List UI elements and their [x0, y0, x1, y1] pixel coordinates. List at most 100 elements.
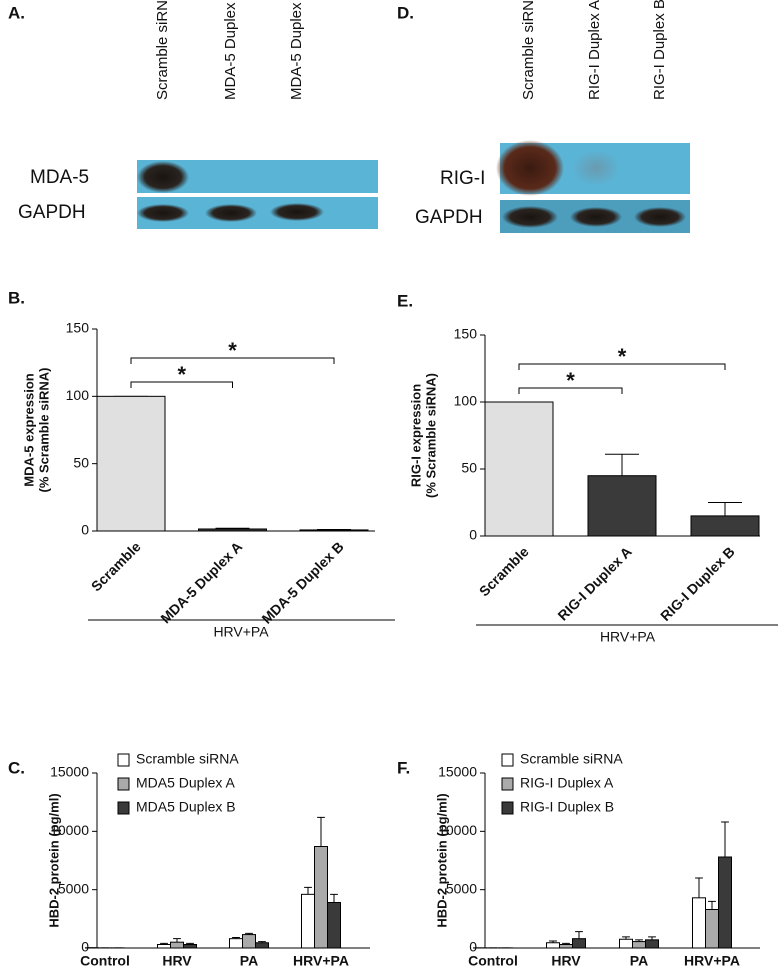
- legend-label: RIG-I Duplex A: [520, 775, 614, 791]
- error-bar: [721, 821, 729, 857]
- bar: [632, 941, 646, 949]
- bar: [559, 944, 573, 949]
- error-bar: [317, 816, 325, 847]
- y-tick-label: 5000: [58, 880, 89, 896]
- legend-label: MDA5 Duplex B: [136, 799, 236, 815]
- y-tick-label: 0: [469, 527, 477, 543]
- panel-label: E.: [397, 291, 413, 310]
- x-tick-label: Scramble: [476, 543, 532, 599]
- y-axis-label: (% Scramble siRNA): [423, 373, 438, 498]
- significance-label: *: [618, 344, 627, 369]
- error-bar: [173, 938, 181, 943]
- blot-band: [270, 203, 324, 221]
- bar: [96, 395, 166, 532]
- y-tick-label: 0: [81, 939, 89, 955]
- legend-label: Scramble siRNA: [136, 751, 239, 767]
- blot-band: [634, 207, 686, 227]
- blot-band: [137, 204, 189, 222]
- lane-label: MDA-5 Duplex B: [288, 0, 305, 100]
- bar: [301, 893, 315, 949]
- x-tick-label: Control: [80, 953, 130, 969]
- group-label: HRV+PA: [213, 624, 269, 640]
- bar: [645, 939, 659, 949]
- significance-label: *: [566, 368, 575, 393]
- panel-label: F.: [397, 758, 410, 777]
- y-axis-label: RIG-I expression: [408, 384, 423, 487]
- y-tick-label: 10000: [50, 822, 89, 838]
- bar: [242, 934, 256, 949]
- bar: [229, 938, 243, 949]
- error-bar: [605, 453, 639, 476]
- bar: [327, 902, 341, 949]
- bar: [690, 515, 760, 537]
- y-tick-label: 100: [454, 393, 478, 409]
- error-bar: [304, 886, 312, 895]
- bar: [572, 938, 586, 949]
- x-tick-label: PA: [630, 953, 648, 969]
- y-tick-label: 150: [66, 320, 90, 336]
- x-tick-label: HRV+PA: [293, 953, 349, 969]
- error-bar: [575, 931, 583, 939]
- legend-swatch: [117, 753, 130, 767]
- y-tick-label: 0: [81, 522, 89, 538]
- legend-label: MDA5 Duplex A: [136, 775, 235, 791]
- legend-swatch: [501, 753, 514, 767]
- y-axis-label: HBD-2 protein (pg/ml): [434, 793, 449, 927]
- blot-band: [205, 204, 257, 222]
- significance-bracket: [130, 357, 335, 364]
- blot-band: [496, 140, 564, 196]
- blot-band: [137, 161, 189, 193]
- bar: [170, 941, 184, 949]
- significance-label: *: [177, 362, 186, 387]
- panel-label: C.: [8, 758, 25, 777]
- y-tick-label: 15000: [50, 764, 89, 780]
- lane-label: RIG-I Duplex B: [651, 0, 668, 100]
- x-tick-label: MDA-5 Duplex A: [157, 538, 245, 626]
- bar: [255, 942, 269, 949]
- bar: [587, 475, 657, 537]
- x-tick-label: RIG-I Duplex A: [554, 543, 634, 623]
- x-tick-label: PA: [240, 953, 258, 969]
- significance-bracket: [518, 363, 726, 370]
- y-axis-label: MDA-5 expression: [21, 373, 36, 486]
- blot-d: [496, 140, 690, 233]
- y-tick-label: 50: [461, 460, 477, 476]
- bar: [183, 944, 197, 949]
- lane-label: Scramble siRNA: [154, 0, 171, 100]
- legend-swatch: [501, 777, 514, 791]
- bar: [692, 897, 706, 949]
- significance-bracket: [130, 381, 233, 388]
- legend-label: RIG-I Duplex B: [520, 799, 614, 815]
- panel-label: D.: [397, 3, 414, 22]
- y-tick-label: 0: [469, 939, 477, 955]
- significance-bracket: [518, 387, 623, 394]
- error-bar: [330, 893, 338, 903]
- x-tick-label: HRV: [162, 953, 192, 969]
- legend-swatch: [117, 801, 130, 815]
- error-bar: [695, 877, 703, 898]
- x-tick-label: HRV+PA: [684, 953, 740, 969]
- y-axis-label: HBD-2 protein (pg/ml): [46, 793, 61, 927]
- panel-label: A.: [8, 3, 25, 22]
- bar: [299, 529, 369, 532]
- bar: [718, 856, 732, 949]
- blot-band: [502, 206, 558, 228]
- bar: [198, 528, 267, 532]
- x-tick-label: Control: [468, 953, 518, 969]
- blot-band: [572, 150, 620, 186]
- bar: [705, 909, 719, 949]
- bar: [546, 942, 560, 949]
- row-label: RIG-I: [440, 168, 485, 189]
- x-tick-label: Scramble: [88, 538, 144, 594]
- legend-label: Scramble siRNA: [520, 751, 623, 767]
- y-axis-label: (% Scramble siRNA): [36, 368, 51, 493]
- legend-swatch: [117, 777, 130, 791]
- lane-label: MDA-5 Duplex A: [222, 0, 239, 100]
- bar: [157, 944, 171, 949]
- blot-a: [137, 160, 378, 229]
- y-tick-label: 50: [73, 454, 89, 470]
- group-label: HRV+PA: [600, 629, 656, 645]
- bar: [619, 938, 633, 949]
- bar: [314, 846, 328, 949]
